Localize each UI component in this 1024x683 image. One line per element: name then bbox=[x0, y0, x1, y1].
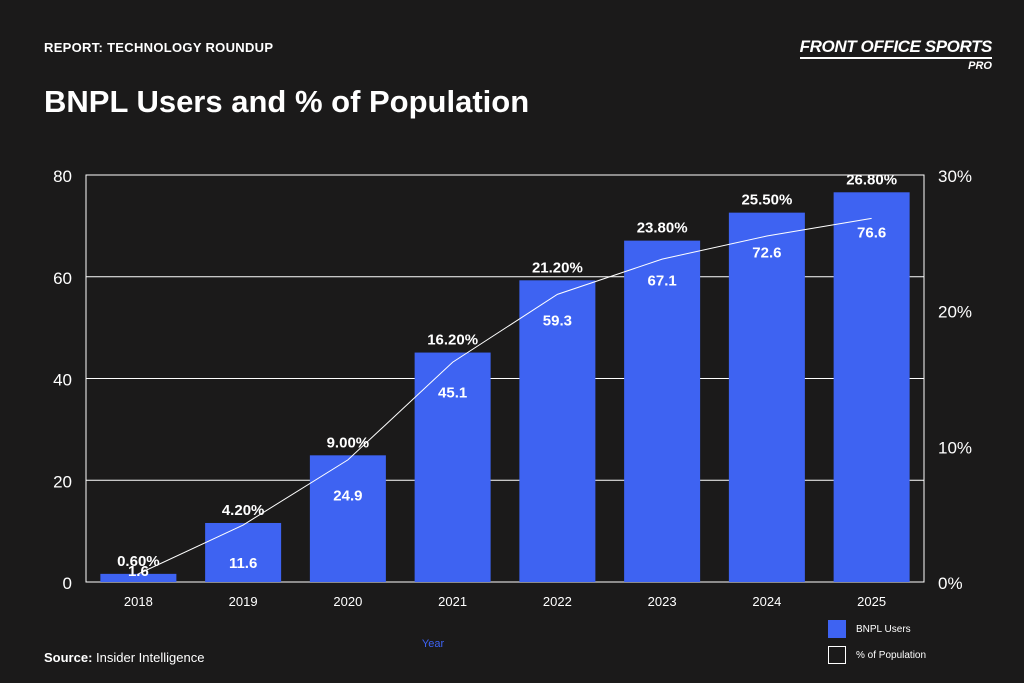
x-tick-label: 2024 bbox=[752, 594, 781, 609]
legend-item-bnpl-users: BNPL Users bbox=[828, 618, 926, 640]
population-value-label: 26.80% bbox=[846, 171, 897, 188]
y2-tick-label: 30% bbox=[938, 167, 972, 186]
x-axis-title: Year bbox=[422, 638, 445, 650]
bar-value-label: 59.3 bbox=[543, 312, 572, 329]
x-tick-label: 2021 bbox=[438, 594, 467, 609]
bar-value-label: 76.6 bbox=[857, 224, 886, 241]
bar-2024 bbox=[728, 212, 805, 582]
y2-tick-label: 0% bbox=[938, 574, 963, 593]
population-value-label: 23.80% bbox=[637, 220, 688, 237]
y-tick-label: 40 bbox=[53, 371, 72, 390]
x-tick-label: 2022 bbox=[543, 594, 572, 609]
bar-2022 bbox=[519, 280, 596, 582]
legend-label: % of Population bbox=[856, 649, 927, 661]
x-tick-label: 2025 bbox=[857, 594, 886, 609]
bar-value-label: 72.6 bbox=[752, 245, 781, 262]
bar-2018 bbox=[100, 573, 177, 582]
chart-legend: BNPL Users % of Population bbox=[828, 618, 926, 670]
y2-tick-label: 20% bbox=[938, 303, 972, 322]
bar-2021 bbox=[414, 352, 491, 582]
bar-2025 bbox=[833, 192, 910, 583]
bar-2020 bbox=[309, 455, 386, 582]
y-tick-label: 20 bbox=[53, 472, 72, 491]
y-tick-label: 80 bbox=[53, 167, 72, 186]
legend-item-population: % of Population bbox=[828, 644, 926, 666]
legend-swatch-line bbox=[828, 646, 846, 664]
bar-2019 bbox=[205, 522, 282, 582]
population-value-label: 25.50% bbox=[741, 192, 792, 209]
legend-label: BNPL Users bbox=[856, 623, 911, 635]
y2-tick-label: 10% bbox=[938, 438, 972, 457]
population-value-label: 0.60% bbox=[117, 553, 160, 570]
population-line bbox=[138, 217, 872, 575]
report-kicker: REPORT: TECHNOLOGY ROUNDUP bbox=[44, 40, 274, 55]
source-label: Source: bbox=[44, 650, 93, 665]
brand-name: FRONT OFFICE SPORTS bbox=[799, 38, 992, 59]
source-value: Insider Intelligence bbox=[96, 650, 205, 665]
x-tick-label: 2020 bbox=[333, 594, 362, 609]
source-note: Source: Insider Intelligence bbox=[44, 650, 204, 665]
bar-value-label: 24.9 bbox=[333, 487, 362, 504]
y-tick-label: 60 bbox=[53, 269, 72, 288]
legend-swatch-bar bbox=[828, 620, 846, 638]
population-value-label: 16.20% bbox=[427, 332, 478, 349]
brand-logo: FRONT OFFICE SPORTS PRO bbox=[799, 38, 992, 72]
population-value-label: 4.20% bbox=[222, 502, 265, 519]
x-tick-label: 2023 bbox=[648, 594, 677, 609]
x-tick-label: 2018 bbox=[124, 594, 153, 609]
bar-value-label: 45.1 bbox=[438, 385, 467, 402]
x-tick-label: 2019 bbox=[229, 594, 258, 609]
bar-value-label: 1.6 bbox=[128, 563, 149, 580]
bar-value-label: 67.1 bbox=[648, 273, 677, 290]
bar-value-label: 11.6 bbox=[229, 555, 257, 572]
population-value-label: 9.00% bbox=[327, 434, 370, 451]
population-value-label: 21.20% bbox=[532, 259, 583, 276]
y-tick-label: 0 bbox=[63, 574, 72, 593]
bar-2023 bbox=[624, 240, 701, 582]
page-title: BNPL Users and % of Population bbox=[44, 84, 530, 119]
brand-tier: PRO bbox=[968, 60, 992, 72]
